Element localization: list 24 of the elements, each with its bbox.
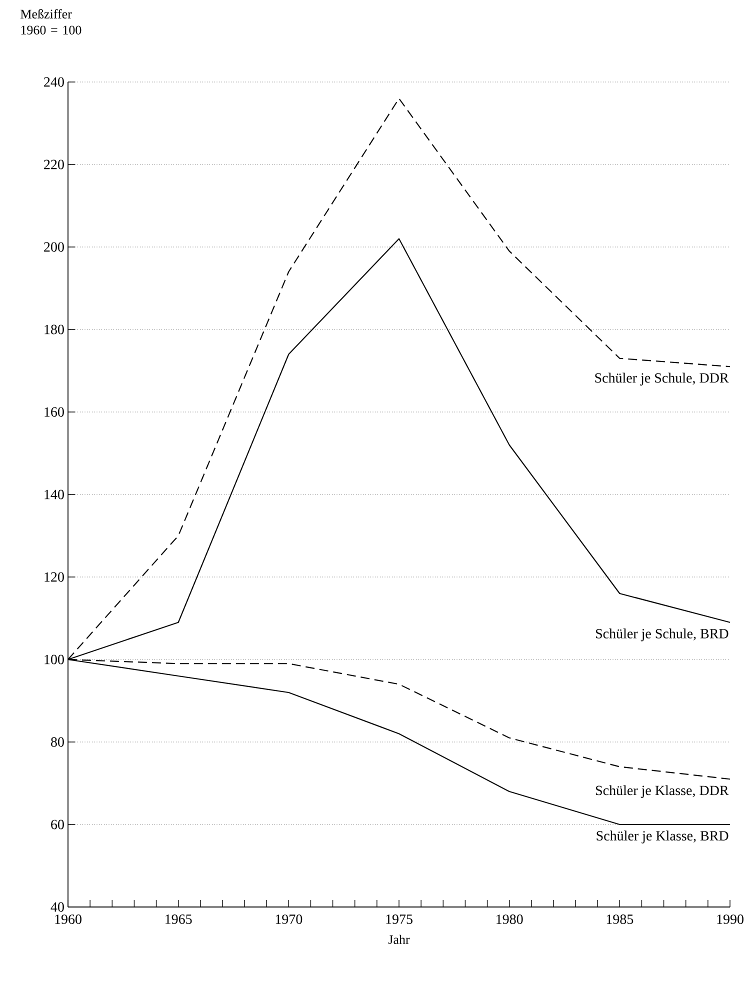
y-tick-label: 100 — [44, 654, 64, 664]
x-tick-label: 1960 — [55, 914, 82, 924]
y-tick-label: 220 — [44, 160, 64, 170]
x-tick-label: 1965 — [166, 914, 192, 924]
series-label: Schüler je Klasse, BRD — [596, 830, 728, 844]
x-tick-label: 1980 — [496, 914, 523, 924]
x-tick-label: 1985 — [606, 914, 634, 924]
y-tick-label: 240 — [44, 77, 64, 87]
y-axis-title: Meßziffer 1960 = 100 — [20, 9, 82, 34]
y-tick-label: 40 — [50, 902, 64, 912]
y-tick-label: 180 — [44, 324, 64, 334]
y-tick-label: 60 — [51, 820, 64, 830]
series-label: Schüler je Schule, BRD — [596, 628, 728, 642]
x-tick-label: 1990 — [717, 914, 744, 924]
y-tick-label: 120 — [44, 572, 64, 582]
y-tick-label: 80 — [51, 737, 64, 747]
x-axis-title: Jahr — [388, 934, 410, 944]
y-tick-label: 140 — [44, 490, 64, 500]
series-label: Schüler je Schule, DDR — [595, 372, 729, 386]
x-tick-label: 1975 — [386, 914, 412, 924]
y-tick-label: 160 — [44, 407, 64, 417]
series-label: Schüler je Klasse, DDR — [596, 785, 729, 798]
x-tick-label: 1970 — [276, 914, 302, 924]
y-tick-label: 200 — [44, 242, 64, 252]
